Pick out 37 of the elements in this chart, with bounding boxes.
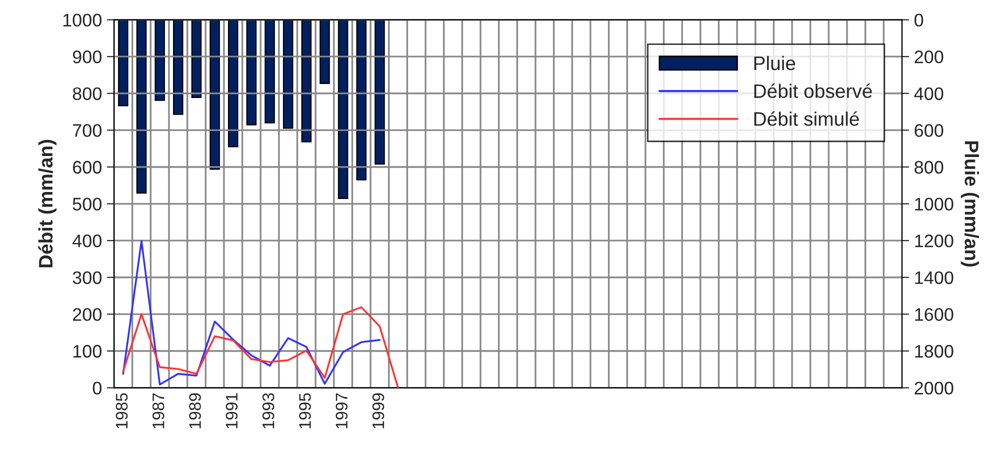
legend-label: Débit observé [754, 84, 872, 98]
legend-label: Pluie [754, 56, 796, 70]
y2-tick-label: 1400 [915, 271, 954, 284]
x-tick-label: 1997 [336, 393, 348, 428]
y-axis-title: Débit (mm/an) [38, 140, 56, 268]
x-tick-label: 1987 [152, 393, 164, 428]
y2-tick-label: 200 [914, 50, 944, 64]
x-tick-label: 1999 [372, 393, 384, 428]
y2-axis-title: Pluie (mm/an) [960, 141, 979, 267]
y2-tick-label: 1800 [915, 344, 954, 358]
y-tick-label: 600 [72, 160, 102, 174]
x-tick-label: 1989 [189, 393, 201, 428]
y-tick-label: 700 [73, 124, 102, 137]
y2-tick-label: 0 [914, 14, 924, 26]
y-tick-label: 100 [73, 344, 102, 358]
y2-tick-label: 800 [914, 160, 944, 174]
y-tick-label: 200 [72, 308, 102, 321]
y-tick-label: 300 [72, 271, 102, 284]
line-series [122, 240, 381, 386]
y2-tick-label: 1000 [915, 198, 954, 210]
x-tick-label: 1993 [262, 393, 274, 428]
y-tick-label: 1000 [63, 14, 102, 26]
x-tick-label: 1995 [299, 393, 311, 428]
line-series [122, 306, 399, 388]
y2-tick-label: 400 [914, 87, 944, 100]
y-tick-label: 900 [72, 50, 102, 64]
y2-tick-label: 1600 [915, 308, 954, 321]
x-tick-label: 1985 [116, 393, 128, 428]
legend-label: Débit simulé [754, 111, 859, 126]
y-tick-label: 800 [72, 87, 102, 100]
y2-tick-label: 1200 [915, 234, 954, 248]
y-tick-label: 500 [72, 198, 102, 210]
y2-tick-label: 2000 [914, 382, 954, 394]
y2-tick-label: 600 [914, 124, 944, 137]
y-tick-label: 0 [92, 382, 102, 394]
y-tick-label: 400 [72, 234, 102, 248]
x-tick-label: 1991 [226, 393, 238, 428]
